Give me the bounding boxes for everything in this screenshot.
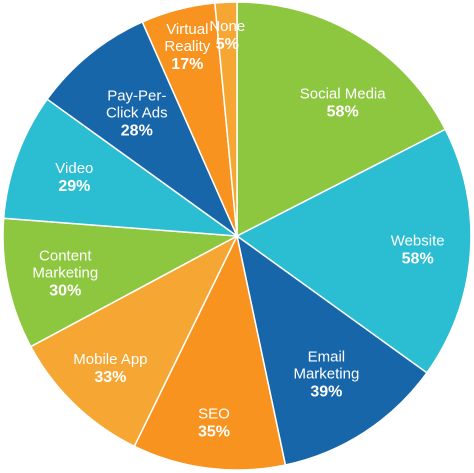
slice-value-none: 5% [216,36,239,53]
slice-value-content-marketing: 30% [49,282,81,299]
slice-value-virtual-reality: 17% [171,56,203,73]
slice-value-video: 29% [58,178,90,195]
slice-social-media [236,1,447,238]
slice-label-website: Website [391,233,445,250]
slice-label-video: Video [55,160,93,177]
slice-label-pay-per-click-ads: Pay-Per-Click Ads [106,87,168,121]
slice-mobile-app [29,234,239,448]
slice-content-marketing [2,217,240,348]
slice-label-none: None [209,18,245,35]
slice-value-mobile-app: 33% [94,369,126,386]
slice-value-seo: 35% [198,423,230,440]
slice-value-pay-per-click-ads: 28% [121,122,153,139]
slice-value-website: 58% [402,251,434,268]
slice-pay-per-click-ads [46,21,239,239]
slice-label-content-marketing: Content Marketing [32,247,98,281]
slice-label-mobile-app: Mobile App [73,351,147,368]
slice-value-social-media: 58% [327,104,359,121]
slice-label-seo: SEO [198,405,230,422]
slice-seo [133,233,287,471]
slice-none [214,1,238,237]
slice-label-social-media: Social Media [300,86,387,103]
slice-value-email-marketing: 39% [310,383,342,400]
slice-email-marketing [235,234,428,466]
slice-label-virtual-reality: Virtual Reality [164,21,210,55]
slice-label-email-marketing: Email Marketing [293,348,359,382]
slice-video [2,98,240,237]
slice-website [235,128,472,374]
